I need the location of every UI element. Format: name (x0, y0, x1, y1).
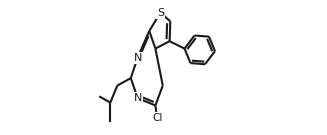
Text: S: S (157, 8, 164, 18)
Text: Cl: Cl (152, 113, 162, 123)
Text: N: N (133, 53, 142, 63)
Text: N: N (133, 93, 142, 103)
